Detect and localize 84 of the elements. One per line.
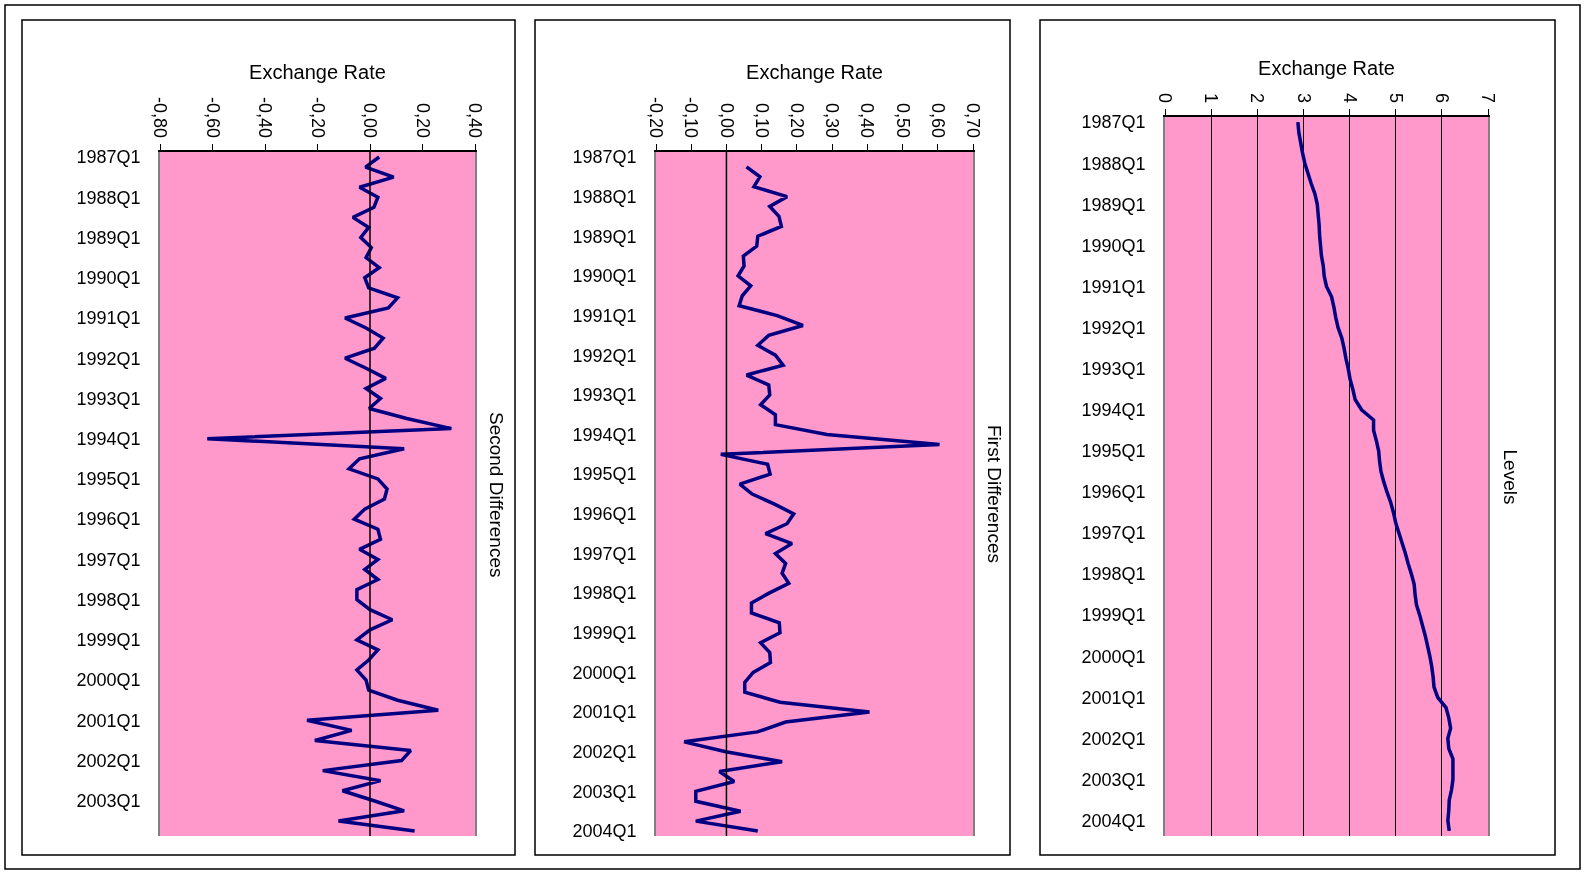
x-tick-label: 0,50 bbox=[892, 102, 913, 138]
x-tick-label: -0,60 bbox=[202, 96, 223, 138]
x-axis-title: Exchange Rate bbox=[746, 60, 883, 83]
y-tick-label: 1990Q1 bbox=[76, 268, 141, 289]
y-tick-label: 1992Q1 bbox=[76, 348, 141, 369]
x-tick-label: 0,60 bbox=[927, 102, 948, 138]
x-tick-label: 0,30 bbox=[822, 102, 843, 138]
y-tick-label: 1995Q1 bbox=[1081, 441, 1146, 462]
y-tick-label: 1993Q1 bbox=[572, 385, 637, 406]
x-tick-label: 0,00 bbox=[360, 102, 381, 138]
y-tick-label: 1999Q1 bbox=[1081, 605, 1146, 626]
y-tick-label: 1987Q1 bbox=[1081, 112, 1146, 133]
y-tick-label: 1988Q1 bbox=[76, 187, 141, 208]
x-tick-label: 0,40 bbox=[857, 102, 878, 138]
y-tick-label: 1998Q1 bbox=[1081, 564, 1146, 585]
y-tick-label: 1994Q1 bbox=[1081, 400, 1146, 421]
y-tick-label: 2000Q1 bbox=[1081, 646, 1146, 667]
y-tick-label: 1999Q1 bbox=[76, 630, 141, 651]
x-tick-label: 0,40 bbox=[465, 102, 486, 138]
y-tick-label: 1987Q1 bbox=[76, 147, 141, 168]
y-tick-label: 2001Q1 bbox=[1081, 687, 1146, 708]
x-tick-label: 4 bbox=[1339, 92, 1360, 103]
text: Levels bbox=[1499, 449, 1521, 505]
y-tick-label: 1994Q1 bbox=[572, 424, 637, 445]
y-tick-label: 1991Q1 bbox=[572, 305, 637, 326]
y-tick-label: 1998Q1 bbox=[572, 583, 637, 604]
text: First Differences bbox=[984, 425, 1005, 563]
y-tick-label: 1989Q1 bbox=[1081, 194, 1146, 215]
x-tick-label: 5 bbox=[1385, 92, 1406, 103]
x-tick-label: 0,70 bbox=[963, 102, 984, 138]
x-tick-label: 3 bbox=[1293, 92, 1314, 103]
x-tick-label: 6 bbox=[1432, 92, 1453, 103]
y-tick-label: 2000Q1 bbox=[572, 662, 637, 683]
y-tick-label: 1987Q1 bbox=[572, 147, 637, 168]
y-tick-label: 2003Q1 bbox=[1081, 769, 1146, 790]
y-tick-label: 1988Q1 bbox=[572, 186, 637, 207]
y-tick-label: 1992Q1 bbox=[1081, 317, 1146, 338]
x-tick-label: -0,20 bbox=[307, 96, 328, 138]
y-tick-label: 1996Q1 bbox=[572, 504, 637, 525]
y-tick-label: 1995Q1 bbox=[572, 464, 637, 485]
y-tick-label: 1999Q1 bbox=[572, 623, 637, 644]
y-tick-label: 2003Q1 bbox=[76, 791, 141, 812]
text: Second Differences bbox=[486, 412, 507, 578]
x-tick-label: 0 bbox=[1155, 92, 1176, 103]
y-tick-label: 1994Q1 bbox=[76, 428, 141, 449]
y-tick-label: 2002Q1 bbox=[572, 742, 637, 763]
y-tick-label: 1997Q1 bbox=[1081, 523, 1146, 544]
x-tick-label: -0,40 bbox=[255, 96, 276, 138]
y-tick-label: 2001Q1 bbox=[76, 710, 141, 731]
x-axis-title: Exchange Rate bbox=[1258, 56, 1395, 79]
x-tick-label: -0,20 bbox=[646, 96, 667, 138]
x-tick-label: 0,00 bbox=[716, 102, 737, 138]
x-tick-label: 0,20 bbox=[412, 102, 433, 138]
y-tick-label: 1997Q1 bbox=[76, 549, 141, 570]
x-tick-label: -0,10 bbox=[681, 96, 702, 138]
y-tick-label: 1993Q1 bbox=[1081, 358, 1146, 379]
x-tick-label: 0,20 bbox=[787, 102, 808, 138]
x-tick-label: 0,10 bbox=[751, 102, 772, 138]
x-tick-label: -0,80 bbox=[150, 96, 171, 138]
y-tick-label: 2003Q1 bbox=[572, 781, 637, 802]
x-tick-label: 7 bbox=[1478, 92, 1499, 103]
y-tick-label: 2000Q1 bbox=[76, 670, 141, 691]
y-tick-label: 1993Q1 bbox=[76, 388, 141, 409]
y-tick-label: 1989Q1 bbox=[572, 226, 637, 247]
y-tick-label: 1991Q1 bbox=[76, 308, 141, 329]
y-tick-label: 1991Q1 bbox=[1081, 276, 1146, 297]
y-tick-label: 1988Q1 bbox=[1081, 153, 1146, 174]
y-tick-label: 1997Q1 bbox=[572, 543, 637, 564]
y-tick-label: 1990Q1 bbox=[1081, 235, 1146, 256]
y-tick-label: 1992Q1 bbox=[572, 345, 637, 366]
y-tick-label: 2002Q1 bbox=[76, 750, 141, 771]
x-tick-label: 2 bbox=[1247, 92, 1268, 103]
x-axis-title: Exchange Rate bbox=[249, 60, 386, 83]
y-tick-label: 1998Q1 bbox=[76, 589, 141, 610]
y-tick-label: 2002Q1 bbox=[1081, 728, 1146, 749]
y-tick-label: 2004Q1 bbox=[1081, 810, 1146, 831]
y-tick-label: 2001Q1 bbox=[572, 702, 637, 723]
y-tick-label: 1995Q1 bbox=[76, 469, 141, 490]
x-tick-label: 1 bbox=[1201, 92, 1222, 103]
y-tick-label: 1990Q1 bbox=[572, 266, 637, 287]
y-tick-label: 1989Q1 bbox=[76, 227, 141, 248]
y-tick-label: 1996Q1 bbox=[76, 509, 141, 530]
y-tick-label: 2004Q1 bbox=[572, 821, 637, 842]
y-tick-label: 1996Q1 bbox=[1081, 482, 1146, 503]
